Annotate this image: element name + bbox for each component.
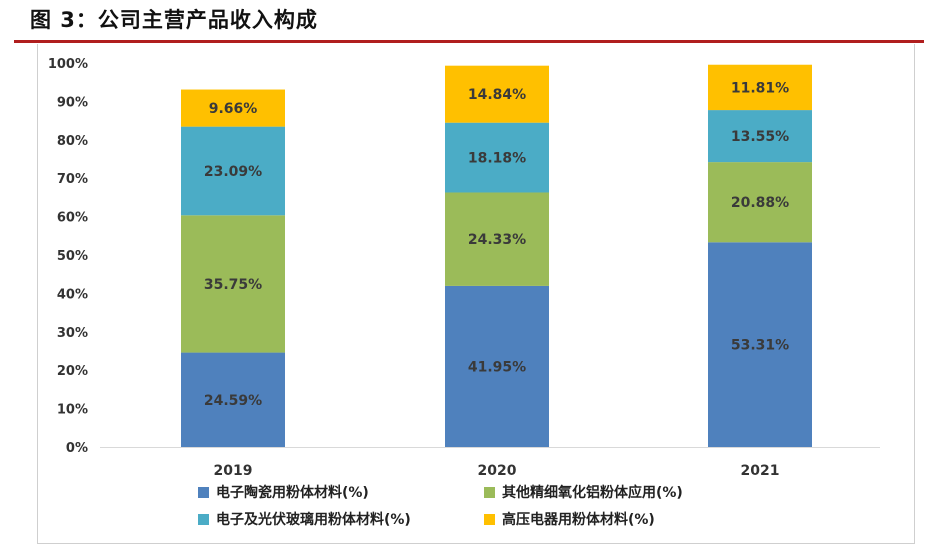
bar-segment xyxy=(181,352,285,447)
bar-segment xyxy=(181,89,285,127)
x-tick-label: 2020 xyxy=(478,463,517,479)
y-tick-label: 70% xyxy=(57,172,88,187)
bar-segment xyxy=(181,126,285,216)
y-tick-label: 80% xyxy=(57,134,88,149)
legend-label: 高压电器用粉体材料(%) xyxy=(502,512,655,528)
legend: 电子陶瓷用粉体材料(%) 其他精细氧化铝粉体应用(%) 电子及光伏玻璃用粉体材料(%… xyxy=(198,483,818,528)
bar-segment xyxy=(445,65,549,123)
data-label: 41.95% xyxy=(468,359,526,375)
legend-label: 电子陶瓷用粉体材料(%) xyxy=(216,485,369,501)
y-tick-label: 100% xyxy=(48,57,88,72)
legend-swatch xyxy=(198,513,209,525)
stacked-bar-chart: 0% 10% 20% 30% 40% 50% 60% 70% 80% 90% 100% 24.59%… xyxy=(48,57,880,479)
data-label: 20.88% xyxy=(731,195,789,211)
data-label: 9.66% xyxy=(209,101,258,117)
data-label: 53.31% xyxy=(731,338,789,354)
bars: 24.59% 35.75% 23.09% 9.66% 41.95% 24.33% 18.18… xyxy=(181,64,812,447)
bar-segment xyxy=(181,215,285,353)
data-label: 24.33% xyxy=(468,232,526,248)
data-label: 14.84% xyxy=(468,87,526,103)
x-axis: 2019 2020 2021 xyxy=(100,447,880,479)
legend-label: 电子及光伏玻璃用粉体材料(%) xyxy=(216,512,411,528)
data-label: 24.59% xyxy=(204,393,262,409)
y-axis: 0% 10% 20% 30% 40% 50% 60% 70% 80% 90% 100% xyxy=(48,57,88,456)
legend-item: 电子及光伏玻璃用粉体材料(%) xyxy=(198,510,484,528)
y-tick-label: 0% xyxy=(66,441,88,456)
bar-segment xyxy=(708,110,812,163)
data-label: 35.75% xyxy=(204,277,262,293)
figure-title: 图 3：公司主营产品收入构成 xyxy=(30,8,318,32)
legend-item: 其他精细氧化铝粉体应用(%) xyxy=(484,483,804,501)
y-tick-label: 90% xyxy=(57,95,88,110)
y-tick-label: 30% xyxy=(57,326,88,341)
data-label: 11.81% xyxy=(731,80,789,96)
legend-item: 电子陶瓷用粉体材料(%) xyxy=(198,483,484,501)
x-tick-label: 2019 xyxy=(214,463,253,479)
y-tick-label: 40% xyxy=(57,287,88,302)
bar-segment xyxy=(445,285,549,447)
legend-item: 高压电器用粉体材料(%) xyxy=(484,510,804,528)
y-tick-label: 20% xyxy=(57,364,88,379)
data-label: 18.18% xyxy=(468,151,526,167)
chart-frame xyxy=(37,44,915,544)
data-label: 13.55% xyxy=(731,129,789,145)
bar-segment xyxy=(708,242,812,447)
bar-segment xyxy=(708,162,812,243)
legend-swatch xyxy=(484,486,495,498)
y-tick-label: 60% xyxy=(57,211,88,226)
y-tick-label: 10% xyxy=(57,403,88,418)
bar-segment xyxy=(708,64,812,111)
legend-swatch xyxy=(484,513,495,525)
data-label: 23.09% xyxy=(204,164,262,180)
bar-segment xyxy=(445,192,549,286)
title-rule xyxy=(14,40,924,43)
y-tick-label: 50% xyxy=(57,249,88,264)
x-tick-label: 2021 xyxy=(741,463,780,479)
legend-swatch xyxy=(198,486,209,498)
legend-label: 其他精细氧化铝粉体应用(%) xyxy=(502,485,683,501)
bar-segment xyxy=(445,122,549,193)
